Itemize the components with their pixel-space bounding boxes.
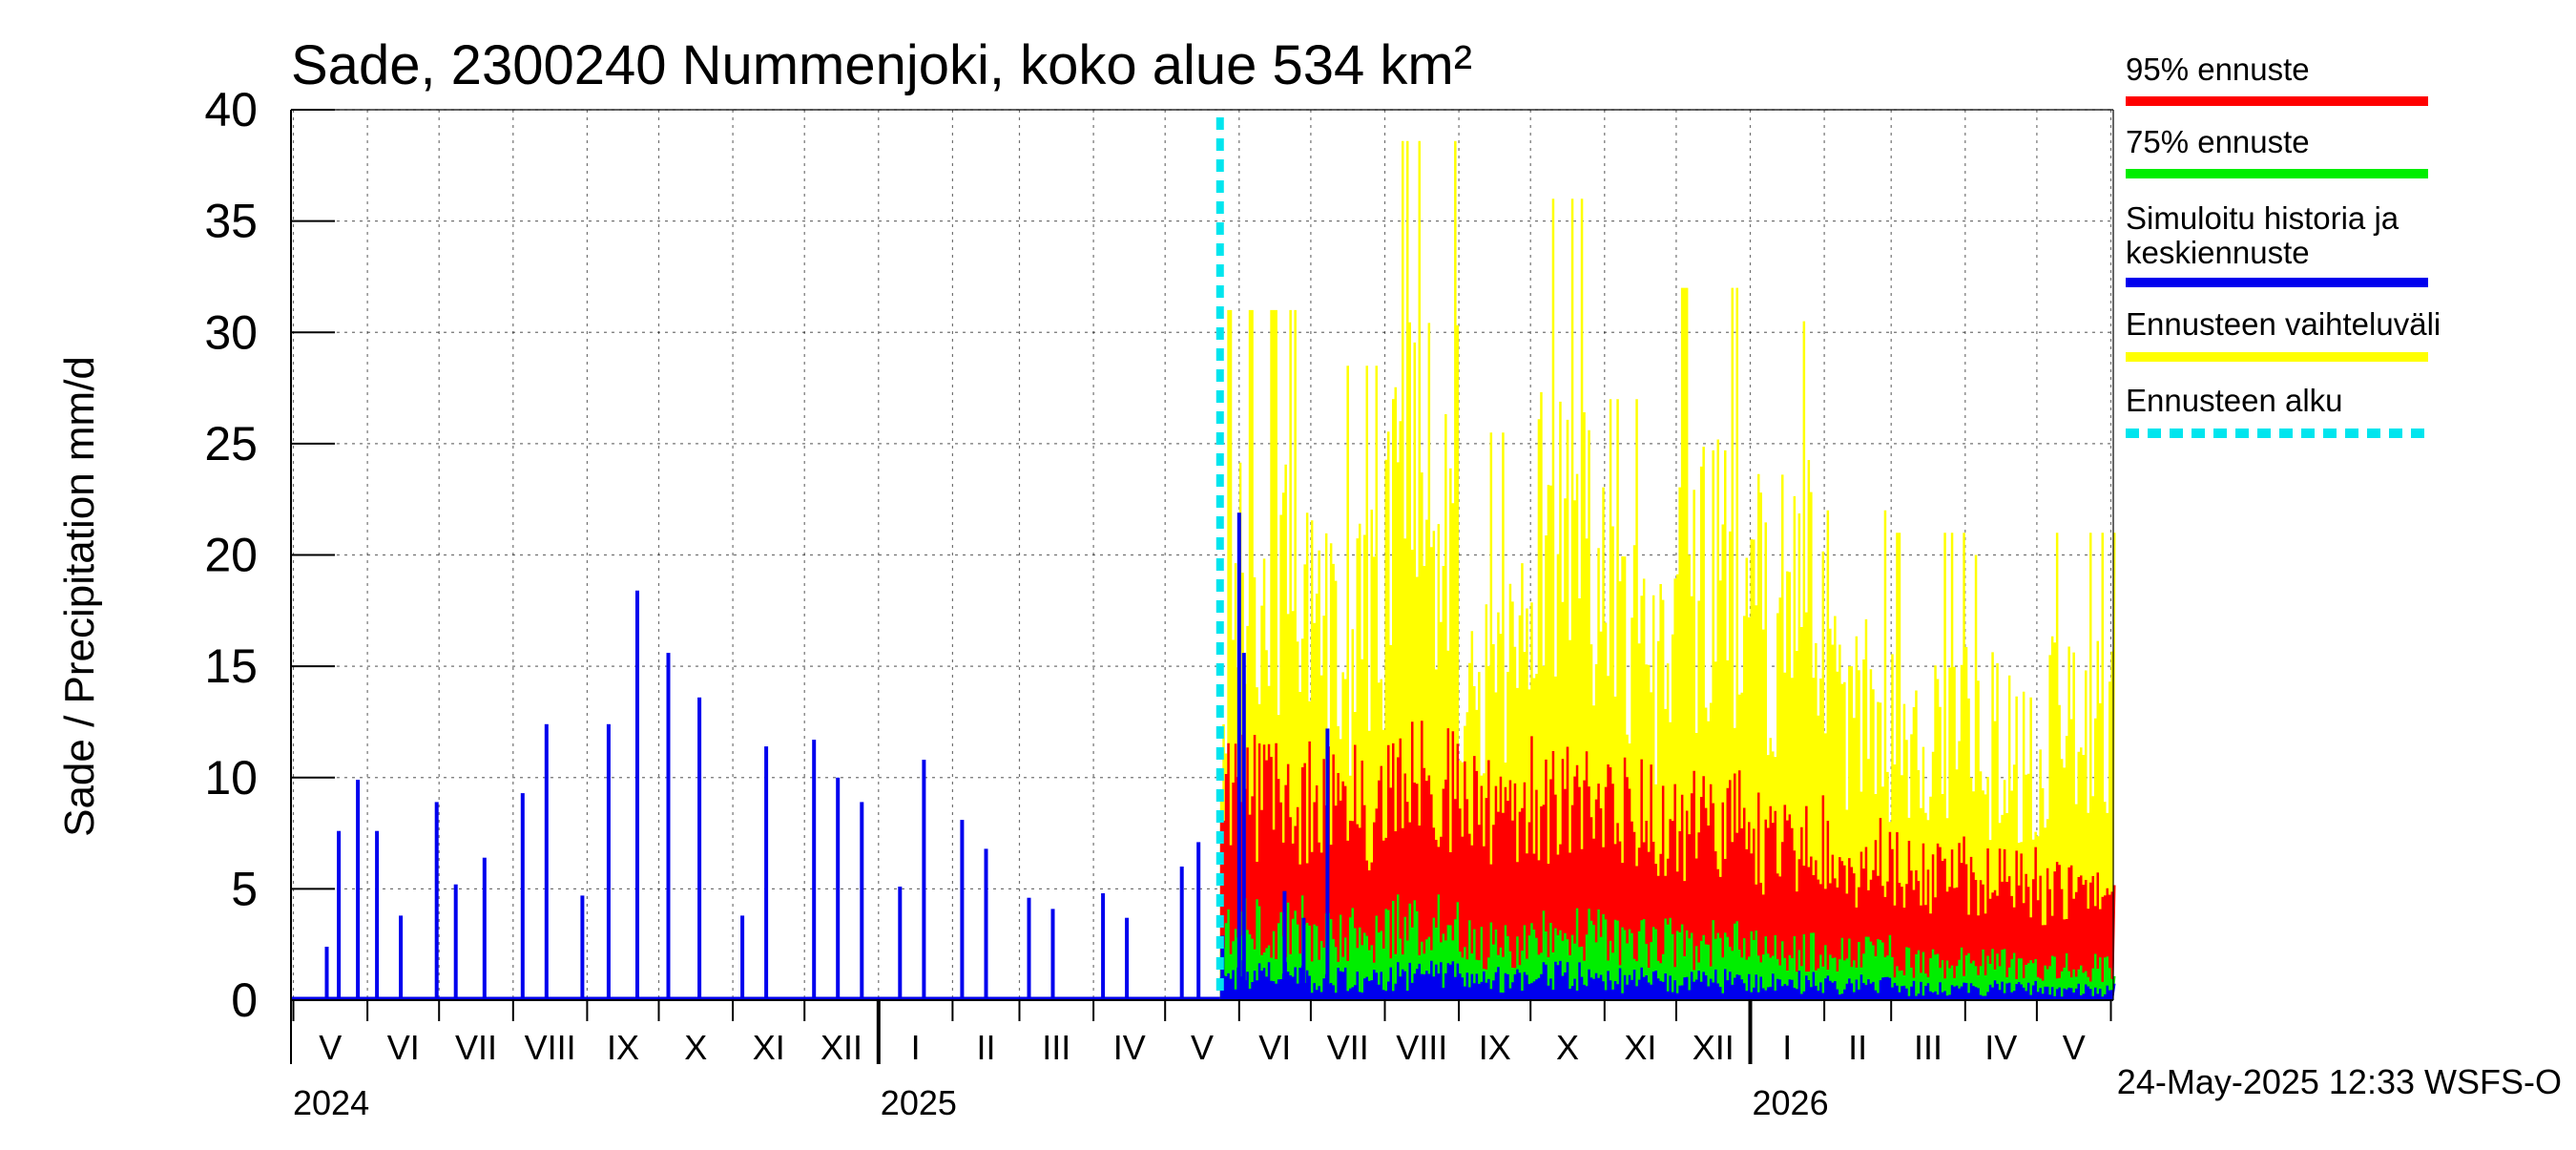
month-label: IX [607, 1028, 639, 1067]
month-label: XI [753, 1028, 785, 1067]
month-label: II [976, 1028, 995, 1067]
month-label: IX [1479, 1028, 1511, 1067]
legend-item: 75% ennuste [2126, 124, 2428, 178]
history-bar [697, 697, 702, 1000]
history-bar [606, 723, 611, 1000]
legend-item: 95% ennuste [2126, 52, 2428, 106]
month-label: VI [1258, 1028, 1291, 1067]
history-bar [860, 802, 864, 1000]
y-tick-label: 0 [231, 973, 258, 1027]
month-label: VII [1327, 1028, 1369, 1067]
history-bar [324, 947, 329, 1000]
month-label: I [1782, 1028, 1792, 1067]
month-label: III [1042, 1028, 1070, 1067]
chart-title: Sade, 2300240 Nummenjoki, koko alue 534 … [291, 34, 1472, 96]
y-tick-label: 40 [204, 83, 258, 136]
history-bar [434, 802, 439, 1000]
month-label: V [319, 1028, 342, 1067]
history-bar [453, 884, 458, 1000]
history-bar [1125, 917, 1130, 1000]
history-bar [1282, 890, 1287, 1000]
year-label: 2024 [293, 1083, 369, 1122]
month-label: VIII [525, 1028, 576, 1067]
series-layer [291, 117, 2116, 1001]
month-label: XII [821, 1028, 862, 1067]
month-label: VI [387, 1028, 420, 1067]
history-bar [898, 887, 903, 1000]
history-bar [812, 740, 817, 1000]
y-tick-label: 10 [204, 751, 258, 805]
forecast-75-band [1219, 894, 2116, 1000]
history-bar [520, 793, 525, 1000]
y-tick-label: 25 [204, 417, 258, 470]
history-bar [1325, 728, 1330, 1000]
history-bar [1179, 867, 1184, 1000]
legend-label: 75% ennuste [2126, 124, 2310, 159]
history-bar [375, 830, 380, 1000]
history-bar [836, 777, 841, 1001]
legend: 95% ennuste 75% ennuste Simuloitu historia… [2126, 52, 2441, 438]
y-tick-label: 35 [204, 195, 258, 248]
month-label: VII [455, 1028, 497, 1067]
history-bar [922, 760, 926, 1000]
history-bar [635, 590, 639, 1000]
legend-label: Ennusteen vaihteluväli [2126, 306, 2441, 342]
y-tick-label: 15 [204, 639, 258, 693]
history-bar [580, 895, 585, 1000]
y-axis-label: Sade / Precipitation mm/d [56, 356, 103, 837]
month-label: X [1556, 1028, 1579, 1067]
history-bar [1101, 893, 1106, 1000]
history-bar [764, 746, 769, 1000]
history-bar [960, 820, 965, 1000]
month-label: VIII [1396, 1028, 1447, 1067]
history-bar [356, 780, 361, 1000]
legend-label: 95% ennuste [2126, 52, 2310, 87]
history-bar [666, 653, 671, 1000]
history-bar [740, 915, 745, 1000]
y-tick-label: 30 [204, 305, 258, 359]
month-label: V [2063, 1028, 2086, 1067]
history-bar [482, 857, 487, 1000]
month-label: IV [1113, 1028, 1146, 1067]
y-tick-label: 5 [231, 862, 258, 915]
forecast-range-band [1219, 140, 2116, 1000]
year-label: 2026 [1753, 1083, 1829, 1122]
forecast-95-band [1219, 721, 2116, 1000]
history-bar [984, 848, 988, 1000]
month-label: X [684, 1028, 707, 1067]
history-bar [1236, 512, 1241, 1000]
legend-label: Ennusteen alku [2126, 383, 2343, 418]
legend-item: Ennusteen alku [2126, 383, 2428, 438]
history-bar [1196, 842, 1201, 1000]
month-label: III [1914, 1028, 1942, 1067]
history-bar [1027, 897, 1031, 1000]
month-label: IV [1984, 1028, 2017, 1067]
month-label: XII [1693, 1028, 1735, 1067]
month-label: II [1848, 1028, 1867, 1067]
forecast-mean-band [1219, 960, 2116, 1000]
year-label: 2025 [881, 1083, 957, 1122]
history-bar [1241, 653, 1246, 1000]
legend-label: Simuloitu historia ja [2126, 200, 2399, 236]
month-label: I [911, 1028, 921, 1067]
legend-item: Ennusteen vaihteluväli [2126, 306, 2441, 362]
history-bar [544, 723, 549, 1000]
history-bar [337, 830, 342, 1000]
footer-timestamp: 24-May-2025 12:33 WSFS-O [2117, 1062, 2562, 1101]
history-bar [1050, 909, 1055, 1000]
history-bar [1301, 917, 1306, 1000]
month-label: V [1191, 1028, 1214, 1067]
history-bar [399, 915, 404, 1000]
legend-label: keskiennuste [2126, 235, 2310, 270]
month-label: XI [1624, 1028, 1656, 1067]
y-tick-label: 20 [204, 529, 258, 582]
